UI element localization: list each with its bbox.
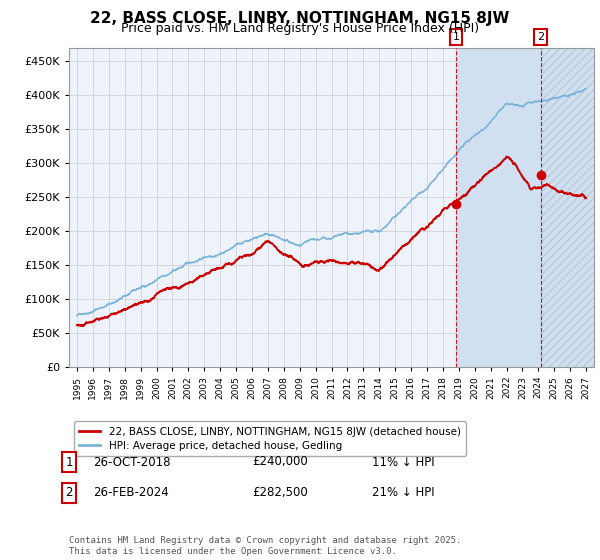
Text: 22, BASS CLOSE, LINBY, NOTTINGHAM, NG15 8JW: 22, BASS CLOSE, LINBY, NOTTINGHAM, NG15 … — [91, 11, 509, 26]
Text: 1: 1 — [452, 32, 460, 42]
Bar — [541, 48, 600, 367]
Text: Price paid vs. HM Land Registry's House Price Index (HPI): Price paid vs. HM Land Registry's House … — [121, 22, 479, 35]
Text: 26-FEB-2024: 26-FEB-2024 — [93, 486, 169, 500]
Text: 2: 2 — [65, 486, 73, 500]
Bar — [541, 48, 600, 367]
Text: 21% ↓ HPI: 21% ↓ HPI — [372, 486, 434, 500]
Text: 26-OCT-2018: 26-OCT-2018 — [93, 455, 170, 469]
Text: £282,500: £282,500 — [252, 486, 308, 500]
Text: 2: 2 — [537, 32, 544, 42]
Bar — [456, 48, 541, 367]
Text: 11% ↓ HPI: 11% ↓ HPI — [372, 455, 434, 469]
Legend: 22, BASS CLOSE, LINBY, NOTTINGHAM, NG15 8JW (detached house), HPI: Average price: 22, BASS CLOSE, LINBY, NOTTINGHAM, NG15 … — [74, 422, 466, 456]
Text: 1: 1 — [65, 455, 73, 469]
Text: Contains HM Land Registry data © Crown copyright and database right 2025.
This d: Contains HM Land Registry data © Crown c… — [69, 536, 461, 556]
Text: £240,000: £240,000 — [252, 455, 308, 469]
